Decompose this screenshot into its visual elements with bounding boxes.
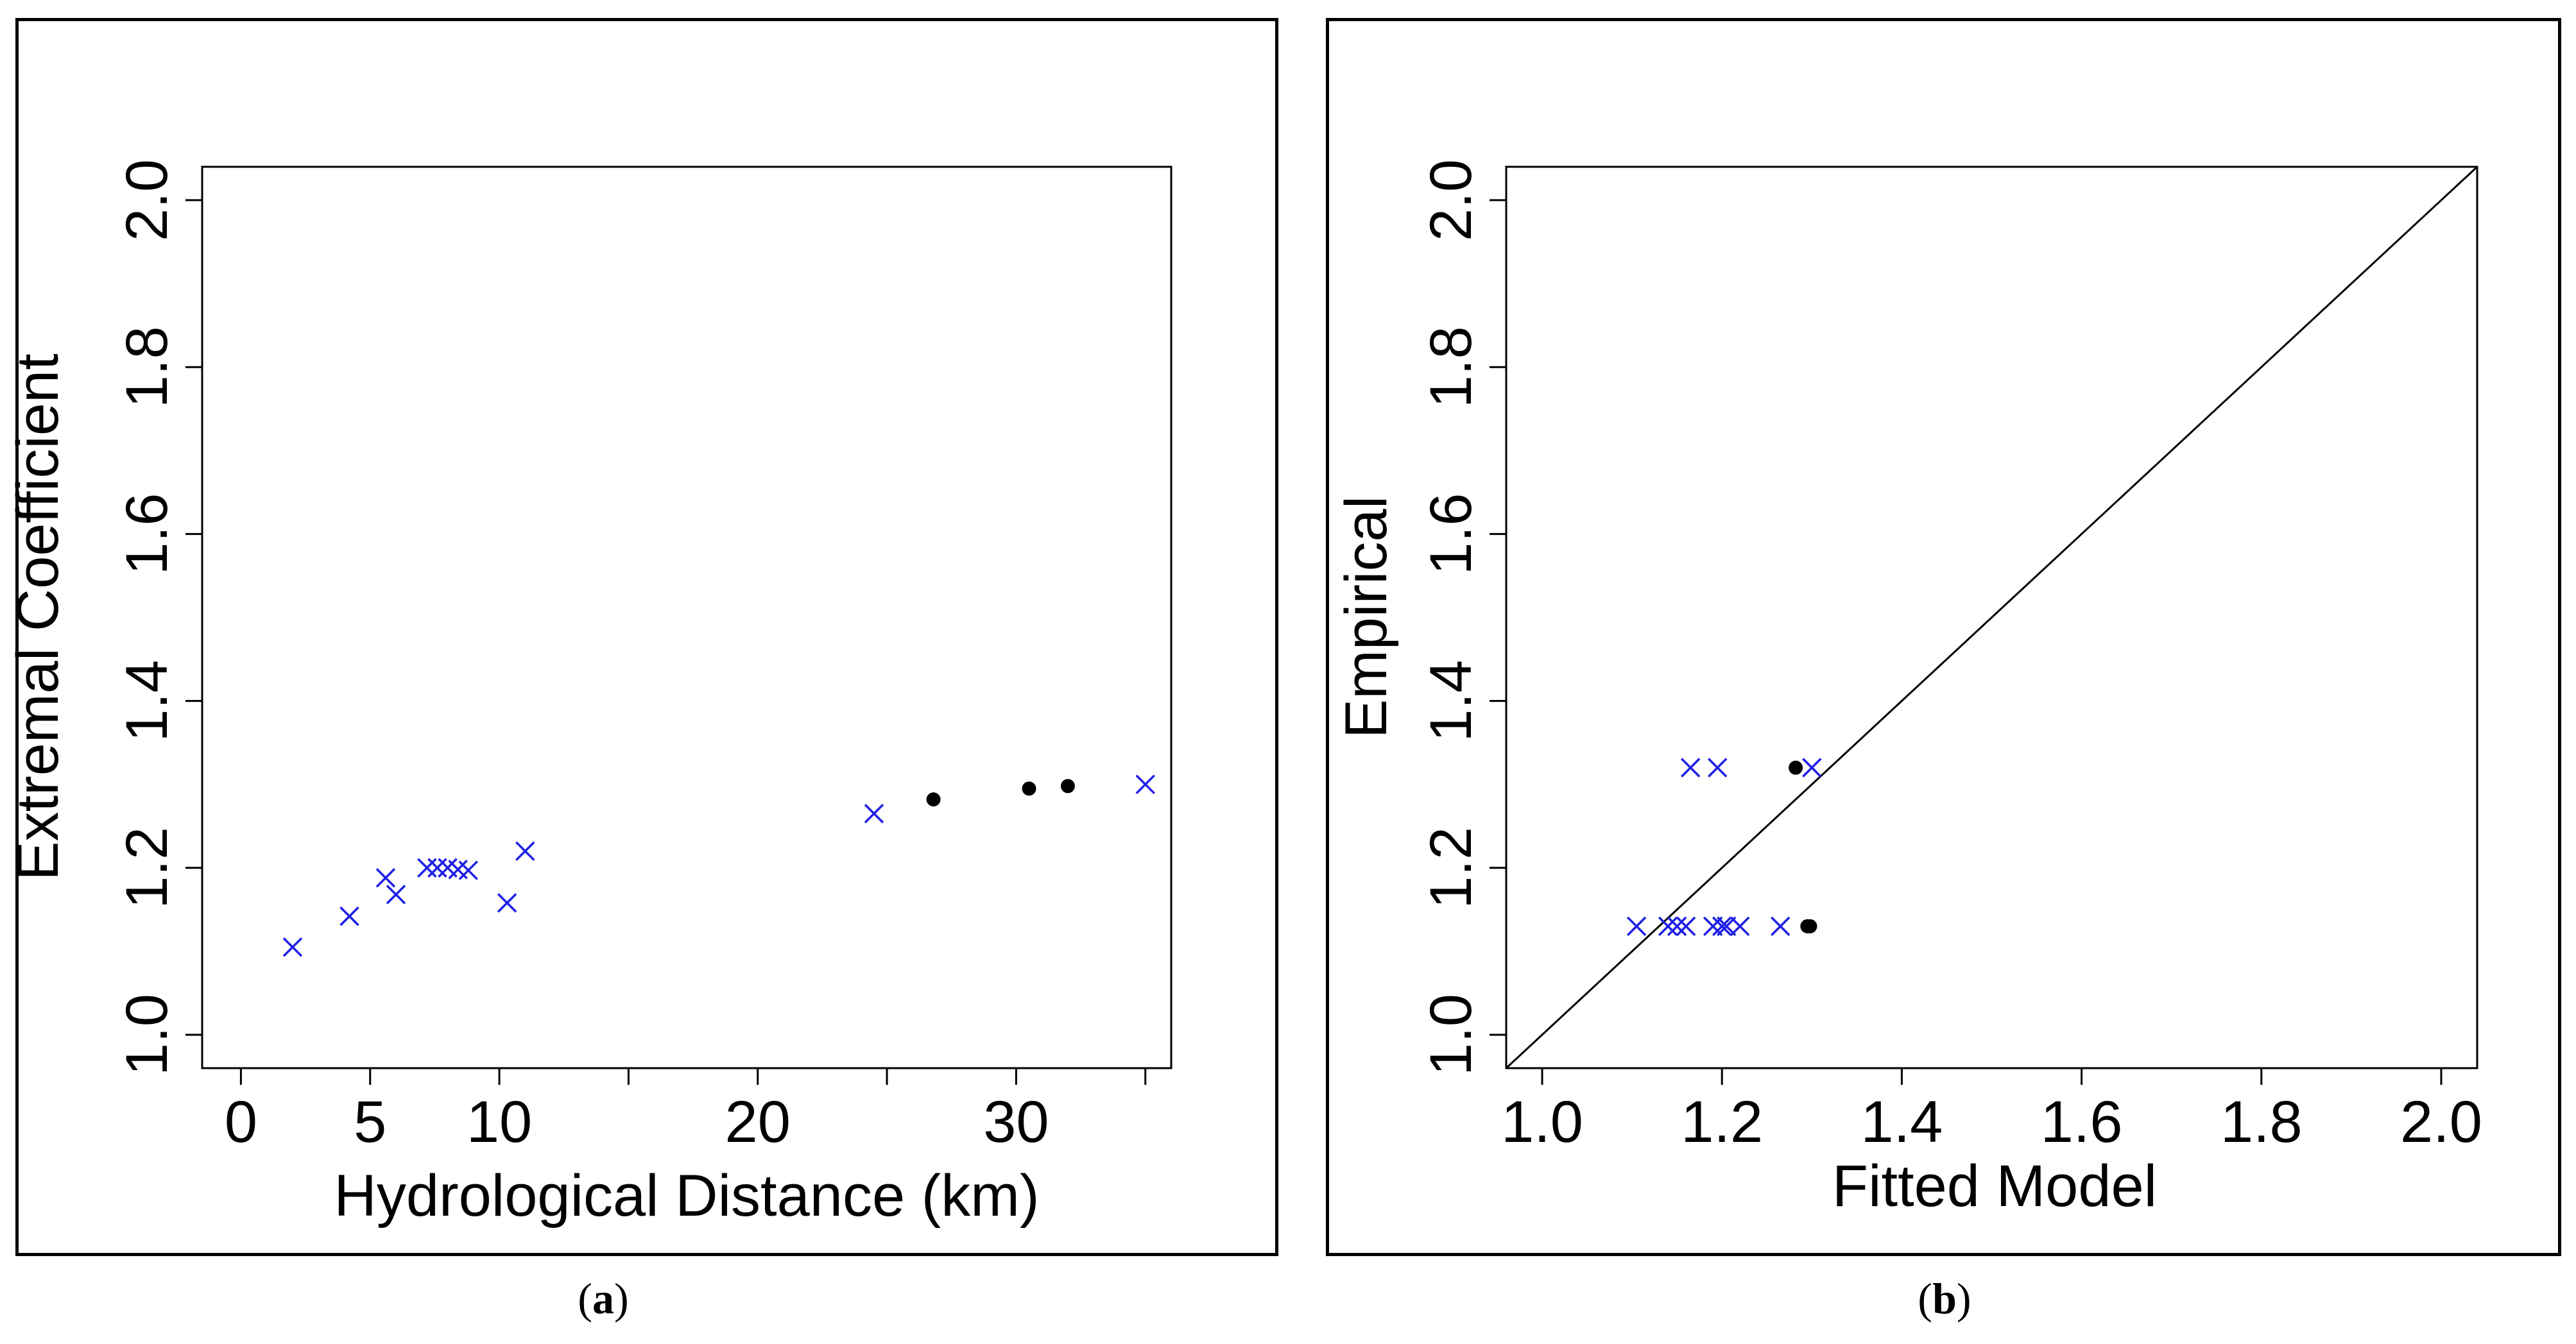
data-point-cross-b (1680, 758, 1701, 778)
caption-b-letter: b (1932, 1274, 1957, 1323)
x-axis-title-b: Fitted Model (1832, 1153, 2157, 1219)
chart-a: 0 5 10 20 30 1.0 1.2 1.4 1.6 1.8 2.0 Hydrological D… (5, 159, 1172, 1229)
panel-b-frame (1326, 18, 2561, 1256)
data-point-cross-a (427, 858, 447, 878)
data-point-dot-b (1789, 760, 1803, 775)
data-point-cross-a (1135, 774, 1155, 794)
x-tick-label-b: 1.8 (2220, 1089, 2303, 1155)
y-tick-label-a: 1.0 (114, 994, 180, 1076)
x-tick-label-a: 5 (354, 1089, 386, 1155)
x-tick-label-a: 30 (983, 1089, 1049, 1155)
data-point-cross-a (417, 858, 437, 878)
data-point-cross-a (339, 906, 359, 926)
x-tick-label-b: 1.2 (1681, 1089, 1763, 1155)
caption-a-letter: a (592, 1274, 614, 1323)
data-point-cross-a (515, 841, 535, 861)
caption-a: (a) (578, 1274, 629, 1323)
data-point-cross-b (1730, 916, 1750, 937)
y-tick-label-b: 1.4 (1418, 660, 1484, 742)
data-point-cross-b (1626, 916, 1647, 937)
x-tick-label-a: 20 (725, 1089, 791, 1155)
x-tick-label-b: 2.0 (2400, 1089, 2482, 1155)
y-tick-label-a: 1.8 (114, 326, 180, 408)
data-point-cross-b (1707, 758, 1728, 778)
data-point-cross-b (1771, 916, 1790, 937)
data-point-cross-a (282, 937, 303, 957)
data-point-cross-a (864, 803, 884, 824)
x-tick-label-a: 0 (225, 1089, 257, 1155)
data-point-cross-a (497, 893, 517, 913)
data-point-cross-b (1676, 916, 1696, 937)
data-point-cross-b (1667, 916, 1687, 937)
panel-a-frame (15, 18, 1278, 1256)
data-point-cross-b (1658, 916, 1678, 937)
x-axis-title-a: Hydrological Distance (km) (334, 1163, 1039, 1229)
y-tick-label-a: 1.4 (114, 660, 180, 742)
data-point-dot-a (1060, 779, 1075, 794)
data-point-cross-a (375, 868, 396, 888)
y-tick-label-b: 1.2 (1418, 827, 1484, 909)
y-axis-title-a: Extremal Coefficient (5, 353, 71, 881)
data-point-cross-b (1802, 758, 1822, 778)
data-point-cross-a (386, 885, 406, 905)
x-tick-label-a: 10 (467, 1089, 532, 1155)
data-point-dot-b (1803, 919, 1817, 933)
chart-b: 1.0 1.2 1.4 1.6 1.8 2.0 1.0 1.2 1.4 1.6 1.8 2.0 Fitt… (1334, 159, 2482, 1219)
y-tick-label-b: 1.6 (1418, 493, 1484, 575)
y-tick-label-a: 1.2 (114, 827, 180, 909)
y-tick-label-b: 1.0 (1418, 994, 1484, 1076)
y-tick-label-a: 2.0 (114, 159, 180, 241)
x-tick-label-b: 1.4 (1860, 1089, 1943, 1155)
x-tick-label-b: 1.0 (1501, 1089, 1583, 1155)
x-tick-label-b: 1.6 (2041, 1089, 2123, 1155)
y-tick-label-b: 2.0 (1418, 159, 1484, 241)
plot-area-a (201, 166, 1172, 1069)
data-point-dot-a (1022, 781, 1036, 796)
data-point-cross-a (458, 860, 478, 880)
caption-b: (b) (1918, 1274, 1971, 1323)
y-axis-title-b: Empirical (1334, 496, 1399, 738)
y-tick-label-a: 1.6 (114, 493, 180, 575)
data-point-dot-a (926, 792, 941, 807)
y-tick-label-b: 1.8 (1418, 326, 1484, 408)
data-point-cross-b (1712, 916, 1732, 937)
reference-line-b (1505, 166, 2478, 1069)
